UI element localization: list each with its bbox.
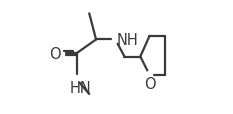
Text: O: O (49, 46, 60, 61)
Text: HN: HN (69, 81, 91, 96)
Text: NH: NH (116, 33, 138, 48)
Text: O: O (144, 76, 155, 91)
